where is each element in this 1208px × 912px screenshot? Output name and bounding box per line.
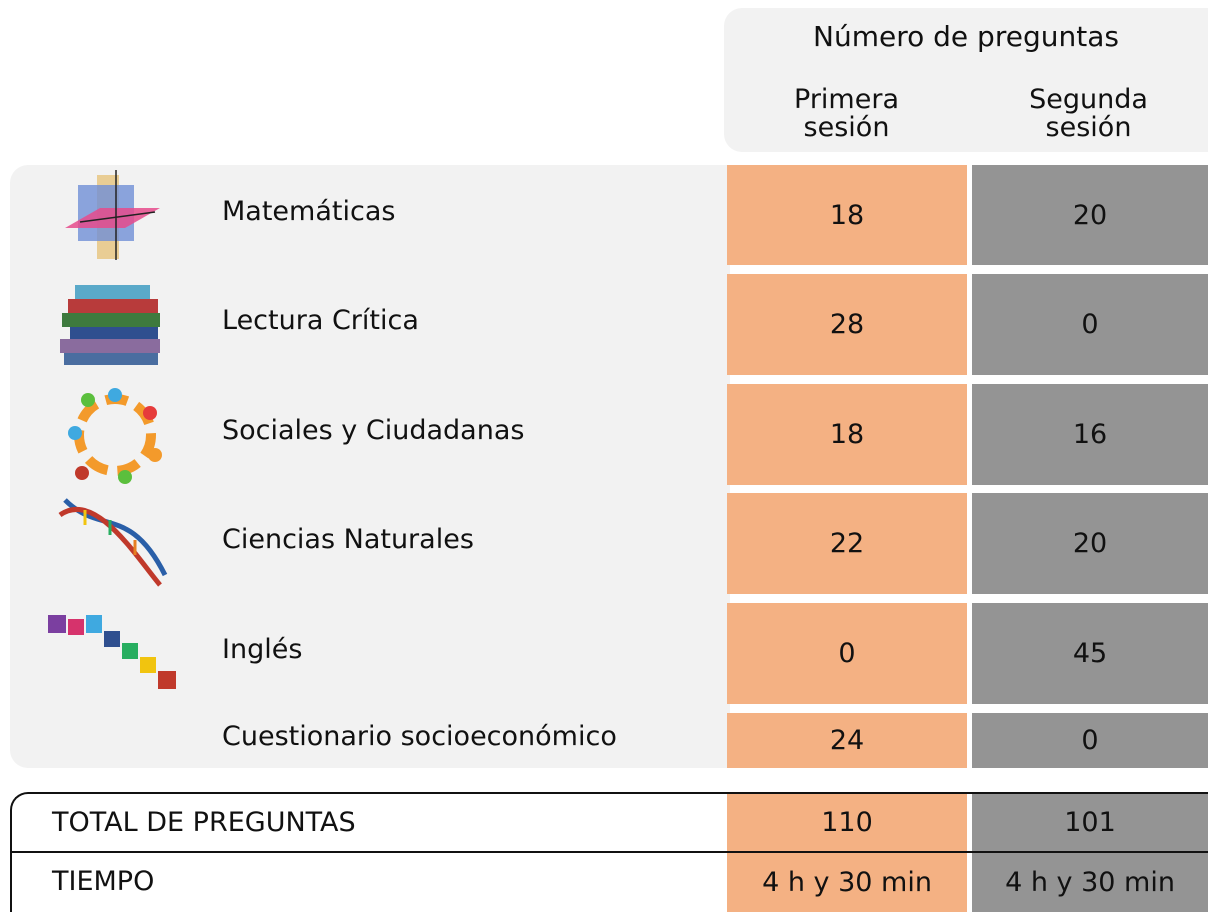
first-session-cell: 18	[727, 384, 967, 485]
column-header: Segunda sesión	[969, 76, 1208, 152]
subject-label: Sociales y Ciudadanas	[222, 384, 722, 477]
first-session-total: 4 h y 30 min	[727, 853, 967, 912]
first-session-total: 110	[727, 794, 967, 851]
second-session-total: 4 h y 30 min	[972, 853, 1208, 912]
first-session-cell: 24	[727, 713, 967, 768]
first-session-cell: 0	[727, 603, 967, 704]
first-session-cell: 22	[727, 493, 967, 594]
column-header-text: Segunda sesión	[1029, 86, 1148, 143]
second-session-cell: 20	[972, 493, 1208, 594]
subject-label: Matemáticas	[222, 165, 722, 257]
english-icon	[48, 615, 176, 689]
page: Número de preguntas Primera sesión Segun…	[0, 0, 1208, 912]
subject-label: Lectura Crítica	[222, 274, 722, 367]
column-header-text: Primera sesión	[794, 86, 899, 143]
dna-icon	[60, 500, 165, 585]
total-label: TOTAL DE PREGUNTAS	[52, 794, 652, 851]
icons	[40, 165, 190, 705]
second-session-cell: 45	[972, 603, 1208, 704]
books-icon	[60, 285, 160, 365]
second-session-total: 101	[972, 794, 1208, 851]
second-session-cell: 20	[972, 165, 1208, 265]
column-header: Primera sesión	[724, 76, 969, 152]
subject-label: Inglés	[222, 603, 722, 696]
subject-label: Ciencias Naturales	[222, 493, 722, 586]
second-session-cell: 0	[972, 713, 1208, 768]
first-session-cell: 18	[727, 165, 967, 265]
second-session-cell: 0	[972, 274, 1208, 375]
header-title: Número de preguntas	[724, 8, 1208, 64]
math-icon	[65, 170, 160, 260]
first-session-cell: 28	[727, 274, 967, 375]
second-session-cell: 16	[972, 384, 1208, 485]
total-label: TIEMPO	[52, 853, 652, 910]
people-icon	[68, 388, 162, 484]
subject-label: Cuestionario socioeconómico	[222, 713, 722, 760]
